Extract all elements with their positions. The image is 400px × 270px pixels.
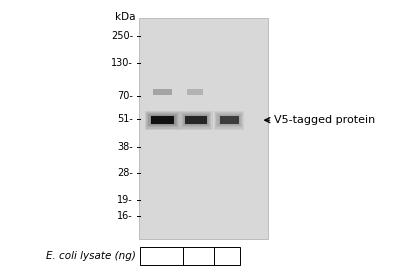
Bar — [185, 116, 207, 124]
Text: 38-: 38- — [118, 142, 133, 152]
Bar — [216, 113, 242, 127]
Bar — [218, 114, 241, 126]
Text: 250-: 250- — [111, 31, 133, 42]
Text: 28-: 28- — [117, 168, 133, 178]
Bar — [139, 18, 268, 239]
Bar — [148, 114, 177, 126]
Text: 16-: 16- — [118, 211, 133, 221]
Text: V5-tagged protein: V5-tagged protein — [274, 115, 376, 125]
Bar — [151, 116, 174, 124]
Bar — [179, 111, 212, 130]
Bar — [150, 115, 176, 125]
Bar — [153, 89, 172, 94]
Bar — [214, 247, 240, 265]
Text: kDa: kDa — [115, 12, 135, 22]
Bar — [147, 113, 178, 127]
Text: 70-: 70- — [117, 91, 133, 101]
Bar — [182, 113, 210, 127]
Text: 19-: 19- — [118, 195, 133, 205]
Bar — [180, 112, 211, 129]
Bar — [220, 116, 238, 124]
Bar — [140, 247, 183, 265]
Bar — [187, 89, 203, 94]
Bar — [146, 112, 179, 129]
Bar — [183, 114, 209, 126]
Bar — [183, 247, 214, 265]
Bar — [215, 112, 243, 129]
Bar — [218, 115, 240, 125]
Bar — [184, 115, 208, 125]
Text: 200: 200 — [152, 251, 172, 261]
Text: 50: 50 — [220, 251, 233, 261]
Text: E. coli lysate (ng): E. coli lysate (ng) — [46, 251, 136, 261]
Text: 51-: 51- — [117, 114, 133, 124]
Text: 100: 100 — [189, 251, 208, 261]
Bar — [145, 111, 180, 130]
Text: 130-: 130- — [111, 58, 133, 69]
Bar — [214, 111, 244, 130]
